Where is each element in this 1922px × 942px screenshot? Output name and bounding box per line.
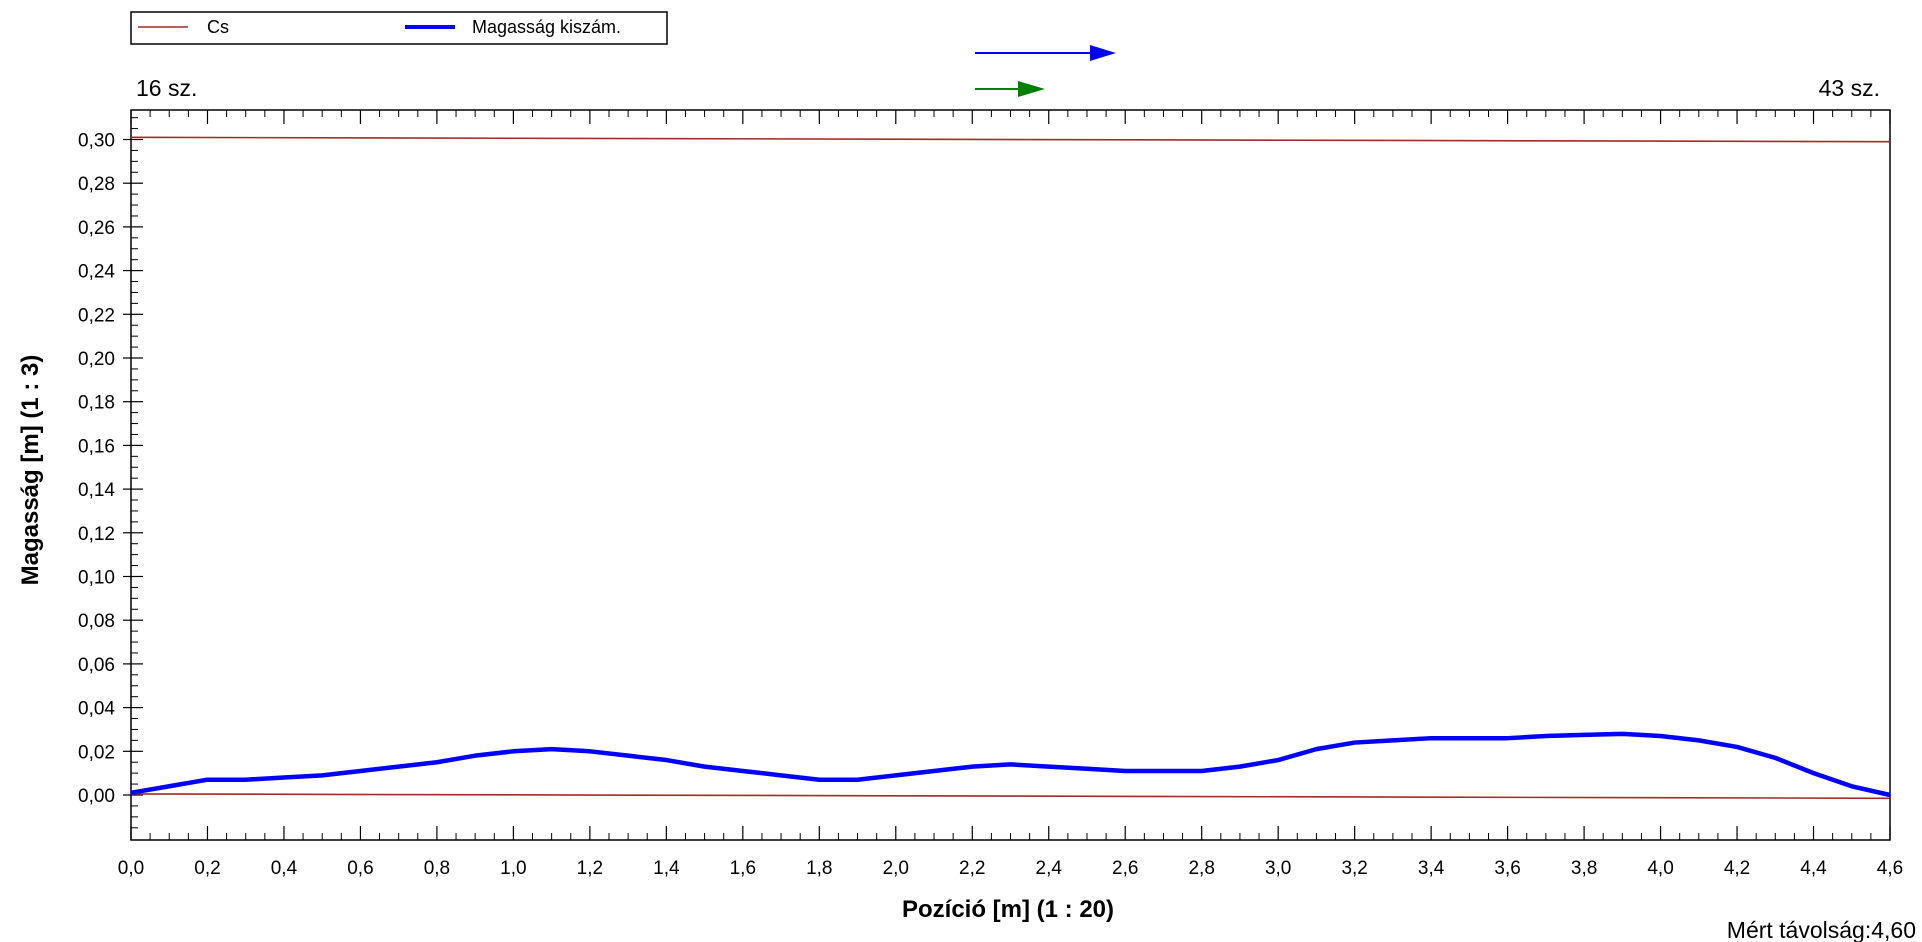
plot-area xyxy=(130,109,1891,841)
x-tick-label: 1,4 xyxy=(653,858,680,879)
x-tick-label: 3,0 xyxy=(1265,858,1291,879)
y-tick-label: 0,04 xyxy=(78,699,115,720)
y-tick-label: 0,22 xyxy=(78,305,115,326)
legend-label-cs: Cs xyxy=(207,17,229,37)
x-tick-label: 1,0 xyxy=(500,858,526,879)
y-tick-label: 0,00 xyxy=(78,786,115,807)
y-tick-label: 0,08 xyxy=(78,611,115,632)
x-tick-label: 2,0 xyxy=(883,858,909,879)
x-tick-label: 0,4 xyxy=(271,858,298,879)
y-tick-label: 0,06 xyxy=(78,655,115,676)
legend-box xyxy=(130,11,668,45)
y-tick-label: 0,14 xyxy=(78,480,115,501)
direction-arrows xyxy=(975,45,1116,97)
x-tick-label: 0,6 xyxy=(347,858,373,879)
cs-lower-line xyxy=(130,793,1891,800)
y-tick-label: 0,28 xyxy=(78,174,115,195)
x-tick-label: 3,4 xyxy=(1418,858,1445,879)
x-tick-label: 4,6 xyxy=(1877,858,1903,879)
y-tick-label: 0,16 xyxy=(78,436,115,457)
plot-frame xyxy=(130,109,1891,841)
x-axis-title: Pozíció [m] (1 : 20) xyxy=(902,896,1114,923)
y-tick-label: 0,12 xyxy=(78,524,115,545)
green-arrow-icon xyxy=(1018,81,1045,97)
y-tick-label: 0,20 xyxy=(78,349,115,370)
magassag-kiszam-line xyxy=(130,731,1891,798)
x-tick-label: 2,2 xyxy=(959,858,985,879)
y-tick-label: 0,10 xyxy=(78,568,115,589)
x-tick-label: 4,4 xyxy=(1800,858,1827,879)
y-tick-label: 0,30 xyxy=(78,131,115,152)
x-tick-label: 2,8 xyxy=(1188,858,1214,879)
x-tick-label: 1,6 xyxy=(730,858,756,879)
y-tick-label: 0,18 xyxy=(78,393,115,414)
x-tick-label: 3,6 xyxy=(1494,858,1520,879)
left-position-label: 16 sz. xyxy=(136,75,197,101)
x-tick-label: 3,8 xyxy=(1571,858,1597,879)
x-tick-label: 4,2 xyxy=(1724,858,1750,879)
x-tick-label: 4,0 xyxy=(1647,858,1673,879)
axis-ticks: 0,0 0,2 0,4 0,6 0,8 1,0 1,2 1,4 1,6 1,8 2,0 2,2 2,4 2… xyxy=(78,110,1903,879)
right-position-label: 43 sz. xyxy=(1819,75,1880,101)
series-layer xyxy=(130,136,1891,800)
y-tick-label: 0,26 xyxy=(78,218,115,239)
y-axis-title: Magasság [m] (1 : 3) xyxy=(17,355,44,586)
measured-distance-label: Mért távolság:4,60 xyxy=(1727,917,1916,942)
x-tick-label: 2,4 xyxy=(1036,858,1063,879)
blue-arrow-icon xyxy=(1090,45,1116,61)
legend-label-magassag: Magasság kiszám. xyxy=(472,17,621,37)
legend: Cs Magasság kiszám. xyxy=(130,11,668,45)
x-tick-label: 1,2 xyxy=(577,858,603,879)
y-tick-label: 0,02 xyxy=(78,742,115,763)
y-tick-label: 0,24 xyxy=(78,262,115,283)
x-tick-label: 0,0 xyxy=(118,858,144,879)
cs-upper-line xyxy=(130,136,1891,143)
x-tick-label: 0,2 xyxy=(194,858,220,879)
x-tick-label: 1,8 xyxy=(806,858,832,879)
x-tick-label: 2,6 xyxy=(1112,858,1138,879)
x-tick-label: 0,8 xyxy=(424,858,450,879)
x-tick-label: 3,2 xyxy=(1341,858,1367,879)
